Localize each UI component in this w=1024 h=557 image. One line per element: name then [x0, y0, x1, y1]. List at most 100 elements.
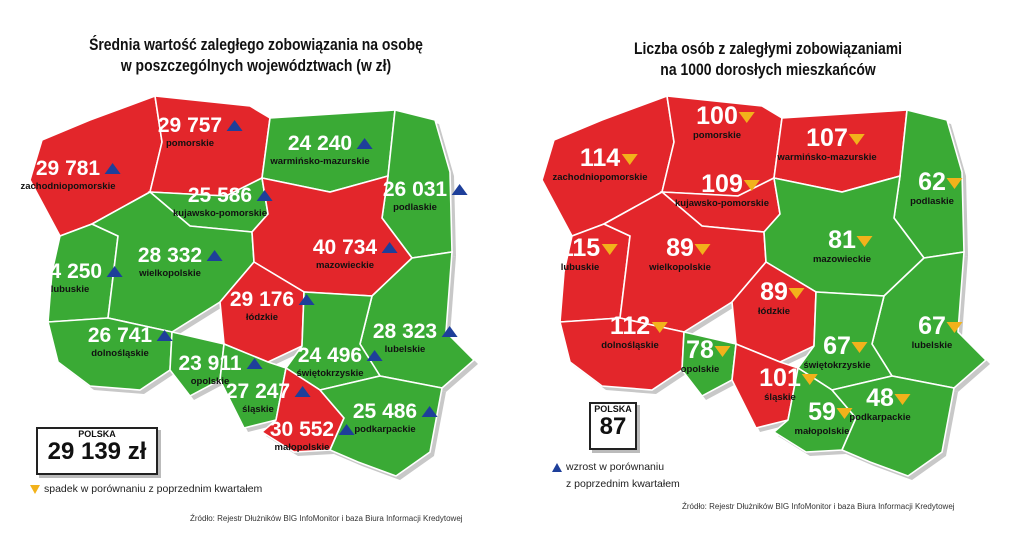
triangle-down-icon	[651, 322, 668, 333]
right-region-15-name: podkarpackie	[849, 412, 910, 423]
right-region-8-value: 89	[760, 278, 788, 306]
triangle-down-icon	[738, 112, 755, 123]
right-poland-value: 87	[599, 413, 627, 440]
right-legend-line1: wzrost w porównaniu	[566, 461, 665, 473]
right-region-11-value: 78	[686, 336, 714, 364]
triangle-up-icon	[552, 462, 562, 472]
right-region-10-name: lubelskie	[912, 340, 953, 351]
right-region-0-value: 114	[580, 144, 620, 172]
left-region-12-value: 24 496	[298, 344, 362, 367]
right-region-0-name: zachodniopomorskie	[552, 172, 647, 183]
right-region-7-name: mazowieckie	[813, 254, 871, 265]
triangle-down-icon	[894, 394, 911, 405]
right-region-5-name: lubuskie	[561, 262, 600, 273]
left-region-2-name: warmińsko-mazurskie	[269, 156, 369, 167]
left-poland-total-box: POLSKA 29 139 zł	[36, 427, 158, 475]
right-region-5-value: 115	[560, 234, 600, 262]
triangle-up-icon	[256, 190, 273, 201]
right-title-line2: na 1000 dorosłych mieszkańców	[660, 60, 876, 79]
triangle-up-icon	[451, 184, 468, 195]
triangle-up-icon	[106, 266, 123, 277]
left-region-13-name: śląskie	[242, 404, 274, 415]
right-region-15-value: 48	[866, 384, 894, 412]
left-region-5-value: 24 250	[38, 260, 102, 283]
right-region-3-value: 109	[701, 170, 743, 198]
right-region-15-area	[830, 375, 955, 477]
left-region-3-value: 26 031	[383, 178, 448, 201]
left-region-13-value: 27 247	[226, 380, 290, 403]
left-region-14-value: 30 552	[270, 418, 334, 441]
right-map-panel: Liczba osób z zaległymi zobowiązaniami n…	[512, 0, 1024, 557]
right-region-14-value: 59	[808, 398, 836, 426]
right-region-14-name: małopolskie	[795, 426, 850, 437]
left-region-2-value: 24 240	[288, 132, 352, 155]
triangle-up-icon	[421, 406, 438, 417]
right-region-2-value: 107	[806, 124, 848, 152]
triangle-up-icon	[338, 424, 355, 435]
triangle-down-icon	[848, 134, 865, 145]
triangle-down-icon	[851, 342, 868, 353]
left-legend-text: spadek w porównaniu z poprzednim kwartał…	[44, 483, 263, 495]
triangle-up-icon	[246, 358, 263, 369]
left-region-15-value: 25 486	[353, 400, 417, 423]
left-region-11-value: 23 911	[178, 352, 241, 375]
right-region-12-name: świętokrzyskie	[803, 360, 870, 371]
right-region-9-area	[558, 317, 685, 391]
left-region-15-area	[318, 375, 443, 477]
right-region-2-name: warmińsko-mazurskie	[776, 152, 876, 163]
right-region-11-name: opolskie	[681, 364, 720, 375]
right-region-13-name: śląskie	[764, 392, 796, 403]
triangle-down-icon	[743, 180, 760, 191]
triangle-up-icon	[294, 386, 311, 397]
left-region-12-name: świętokrzyskie	[296, 368, 363, 379]
left-region-10-value: 28 323	[373, 320, 437, 343]
triangle-up-icon	[441, 326, 458, 337]
triangle-down-icon	[801, 374, 818, 385]
right-region-13-value: 101	[759, 364, 801, 392]
left-title: Średnia wartość zaległego zobowiązania n…	[46, 34, 466, 76]
left-region-9-area	[46, 317, 173, 391]
triangle-down-icon	[694, 244, 711, 255]
left-region-11-area	[169, 331, 225, 398]
left-map-panel: Średnia wartość zaległego zobowiązania n…	[20, 34, 478, 523]
triangle-up-icon	[381, 242, 398, 253]
triangle-down-icon	[788, 288, 805, 299]
right-source: Źródło: Rejestr Dłużników BIG InfoMonito…	[682, 502, 955, 511]
right-title: Liczba osób z zaległymi zobowiązaniami n…	[558, 38, 978, 80]
left-poland-label: POLSKA	[78, 429, 116, 439]
right-legend-line2: z poprzednim kwartałem	[566, 478, 680, 490]
left-region-7-value: 40 734	[313, 236, 378, 259]
triangle-up-icon	[206, 250, 223, 261]
left-legend: spadek w porównaniu z poprzednim kwartał…	[30, 483, 262, 495]
triangle-up-icon	[298, 294, 315, 305]
left-region-10-name: lubelskie	[385, 344, 426, 355]
triangle-down-icon	[601, 244, 618, 255]
left-region-15-name: podkarpackie	[354, 424, 415, 435]
right-region-4-name: podlaskie	[910, 196, 954, 207]
left-region-11-name: opolskie	[191, 376, 230, 387]
left-region-8-name: łódzkie	[246, 312, 278, 323]
left-title-line2: w poszczególnych województwach (w zł)	[120, 56, 392, 75]
triangle-down-icon	[30, 484, 40, 494]
triangle-down-icon	[621, 154, 638, 165]
right-region-8-name: łódzkie	[758, 306, 790, 317]
triangle-down-icon	[856, 236, 873, 247]
left-region-5-name: lubuskie	[51, 284, 90, 295]
triangle-up-icon	[104, 163, 121, 174]
left-source: Źródło: Rejestr Dłużników BIG InfoMonito…	[190, 514, 463, 523]
triangle-up-icon	[366, 350, 383, 361]
right-region-6-value: 89	[666, 234, 694, 262]
right-region-9-name: dolnośląskie	[601, 340, 659, 351]
triangle-up-icon	[156, 330, 173, 341]
left-region-4-name: kujawsko-pomorskie	[173, 208, 267, 219]
left-region-6-value: 28 332	[138, 244, 202, 267]
right-region-12-value: 67	[823, 332, 851, 360]
left-region-3-name: podlaskie	[393, 202, 437, 213]
right-region-1-name: pomorskie	[693, 130, 741, 141]
right-region-6-name: wielkopolskie	[648, 262, 711, 273]
left-region-1-value: 29 757	[158, 114, 222, 137]
left-region-14-name: małopolskie	[275, 442, 330, 453]
right-region-4-value: 62	[918, 168, 946, 196]
right-region-1-value: 100	[696, 102, 738, 130]
